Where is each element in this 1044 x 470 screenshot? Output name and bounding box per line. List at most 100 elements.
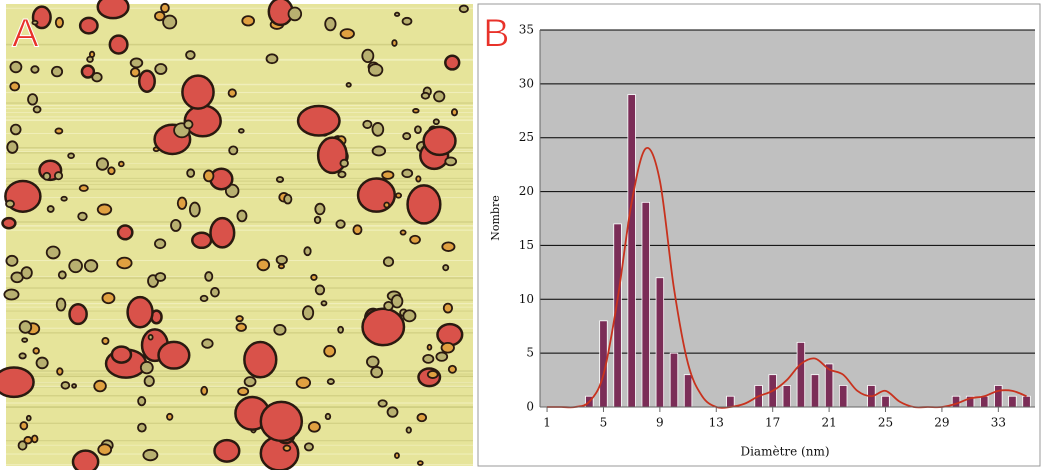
- y-tick-label: 35: [519, 23, 534, 37]
- particle: [339, 158, 349, 168]
- particle: [185, 50, 196, 60]
- streak: [6, 102, 473, 104]
- streak: [6, 8, 473, 10]
- particle: [6, 140, 19, 154]
- particle: [166, 412, 174, 421]
- particle: [78, 184, 89, 192]
- particle: [204, 271, 214, 282]
- bar: [683, 374, 693, 408]
- particle: [68, 258, 83, 274]
- particle: [23, 436, 33, 445]
- particle: [235, 315, 244, 323]
- particle: [316, 136, 348, 175]
- streak: [6, 277, 473, 279]
- streak: [6, 6, 473, 8]
- particle: [68, 303, 88, 326]
- particle: [335, 219, 346, 229]
- particle: [265, 53, 279, 65]
- bar: [881, 395, 890, 408]
- particle: [391, 39, 398, 47]
- particle: [143, 375, 155, 387]
- particle: [383, 300, 394, 312]
- particle: [386, 406, 399, 418]
- panel-label: B: [483, 12, 510, 56]
- plot-area: [540, 30, 1035, 407]
- bar: [726, 395, 735, 408]
- particle: [213, 438, 241, 463]
- particle: [46, 205, 55, 213]
- particle: [275, 254, 288, 265]
- particle: [191, 231, 213, 250]
- streak: [6, 147, 473, 149]
- particle: [236, 209, 248, 223]
- particle: [420, 91, 431, 100]
- particle: [426, 343, 433, 351]
- particle: [9, 60, 23, 74]
- particle: [433, 90, 446, 103]
- streak: [6, 464, 473, 466]
- particle: [409, 234, 421, 245]
- bar: [782, 385, 791, 408]
- particle: [162, 14, 178, 30]
- streak: [6, 370, 473, 372]
- particle: [283, 193, 293, 205]
- particle: [80, 64, 96, 79]
- particle: [154, 238, 167, 250]
- particle: [71, 449, 100, 470]
- particle: [209, 167, 234, 191]
- particle: [116, 256, 133, 270]
- streak: [6, 225, 473, 226]
- y-tick-label: 15: [519, 238, 534, 252]
- particle: [367, 63, 384, 77]
- particle: [27, 93, 39, 106]
- x-tick-label: 21: [821, 416, 836, 430]
- particle: [71, 383, 77, 389]
- streak: [6, 382, 473, 384]
- particle: [108, 34, 129, 55]
- streak: [6, 108, 473, 110]
- particle: [401, 168, 414, 179]
- x-tick-label: 5: [600, 416, 608, 430]
- particle: [170, 218, 182, 232]
- particle: [201, 338, 214, 349]
- y-tick-label: 25: [519, 130, 534, 144]
- particle: [126, 295, 154, 329]
- particle: [137, 396, 147, 407]
- particle: [296, 104, 341, 137]
- particle: [54, 127, 64, 135]
- streak: [6, 83, 473, 86]
- particle: [377, 399, 388, 408]
- y-tick-label: 30: [519, 76, 534, 90]
- particle: [139, 360, 154, 375]
- particle: [366, 355, 380, 368]
- particle: [96, 203, 113, 216]
- streak: [6, 43, 473, 46]
- particle: [142, 448, 159, 462]
- particle: [228, 145, 239, 156]
- particle: [93, 379, 107, 393]
- particle: [30, 65, 40, 74]
- particle: [442, 302, 454, 314]
- particle: [324, 16, 337, 32]
- particle: [382, 256, 395, 268]
- particle: [295, 376, 312, 389]
- particle: [371, 145, 387, 157]
- y-tick-label: 20: [519, 184, 534, 198]
- y-tick-label: 0: [526, 400, 534, 414]
- bar: [669, 352, 679, 408]
- bar: [810, 374, 820, 408]
- particle: [436, 322, 464, 347]
- particle: [9, 81, 21, 92]
- particle: [31, 434, 39, 444]
- particle: [352, 224, 363, 236]
- particle: [237, 128, 245, 134]
- x-tick-label: 17: [765, 416, 780, 430]
- particle: [405, 426, 412, 434]
- streak: [6, 375, 473, 377]
- particle: [56, 367, 64, 376]
- particle: [323, 344, 337, 358]
- particle: [101, 336, 110, 346]
- particle: [129, 57, 144, 69]
- particle: [243, 376, 257, 388]
- particle: [77, 211, 88, 222]
